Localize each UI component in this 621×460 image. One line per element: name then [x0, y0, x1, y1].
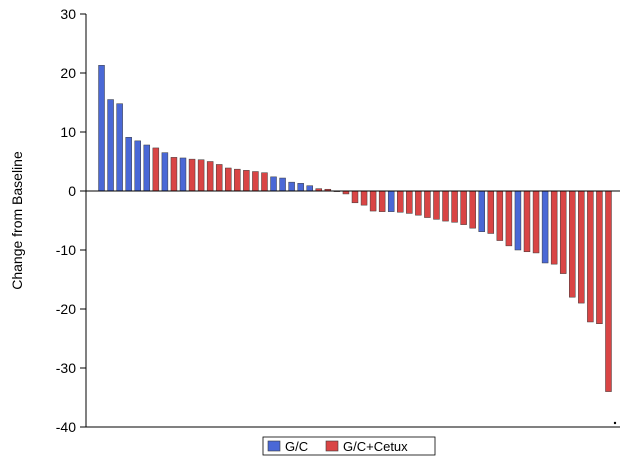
bar-gc-cetux: [360, 190, 368, 206]
corner-dot: [613, 421, 617, 425]
bar-gc-cetux: [215, 164, 223, 192]
bar-gc-cetux: [487, 190, 495, 234]
y-axis-ticks: 30 20 10 0 -10 -20 -30 -40: [56, 6, 86, 435]
legend-label-gc: G/C: [285, 439, 308, 454]
bar-gc: [279, 177, 286, 192]
bar-gc-cetux: [378, 190, 386, 212]
bar-gc-cetux: [415, 190, 422, 216]
bar-gc-cetux: [252, 171, 259, 192]
bar-gc: [143, 144, 151, 192]
bar-gc-cetux: [442, 190, 449, 222]
bar-gc-cetux: [596, 190, 603, 324]
y-tick-label: -40: [56, 419, 76, 435]
bars: [98, 65, 612, 392]
bar-gc: [98, 65, 105, 192]
bar-gc: [116, 103, 123, 192]
bar-gc: [541, 190, 549, 264]
bar-gc-cetux: [578, 190, 585, 304]
bar-gc-cetux: [559, 190, 567, 274]
y-tick-label: 0: [68, 183, 76, 199]
legend-label-gc-cetux: G/C+Cetux: [343, 439, 408, 454]
bar-gc-cetux: [369, 190, 377, 212]
bar-gc-cetux: [433, 190, 440, 220]
bar-gc-cetux: [206, 161, 214, 192]
bar-gc: [107, 99, 114, 192]
bar-gc-cetux: [496, 190, 504, 241]
bar-gc-cetux: [152, 147, 160, 192]
bar-gc: [306, 185, 313, 192]
bar-gc: [125, 137, 132, 192]
bar-gc: [179, 157, 187, 192]
bar-gc: [297, 183, 304, 192]
bar-gc-cetux: [170, 157, 178, 192]
y-tick-label: 20: [60, 65, 76, 81]
bar-gc-cetux: [451, 190, 458, 223]
axes: [85, 14, 620, 428]
bar-gc-cetux: [188, 158, 196, 192]
y-tick-label: 30: [60, 6, 76, 22]
bar-gc: [270, 176, 277, 192]
bar-gc-cetux: [261, 172, 268, 192]
bar-gc-cetux: [351, 190, 359, 204]
bar-gc-cetux: [532, 190, 540, 254]
y-tick-label: -10: [56, 242, 76, 258]
legend-swatch-gc: [267, 440, 281, 452]
y-axis-title: Change from Baseline: [9, 151, 25, 290]
bar-gc: [478, 190, 485, 232]
bar-gc-cetux: [234, 168, 241, 192]
y-tick-label: -20: [56, 301, 76, 317]
bar-gc-cetux: [424, 190, 431, 218]
legend: G/C G/C+Cetux: [262, 436, 436, 456]
y-tick-label: 10: [60, 124, 76, 140]
bar-gc-cetux: [605, 190, 612, 392]
bar-gc: [514, 190, 522, 251]
bar-gc-cetux: [460, 190, 467, 225]
bar-gc-cetux: [550, 190, 558, 265]
bar-gc: [134, 140, 141, 192]
bar-gc: [288, 181, 295, 192]
bar-gc-cetux: [569, 190, 576, 298]
bar-gc-cetux: [505, 190, 513, 247]
legend-swatch-gc-cetux: [325, 440, 339, 452]
y-tick-label: -30: [56, 360, 76, 376]
bar-gc-cetux: [406, 190, 413, 214]
legend-box: [262, 436, 436, 456]
bar-gc: [161, 152, 169, 192]
bar-gc: [387, 190, 395, 212]
bar-gc-cetux: [243, 170, 250, 192]
bar-gc-cetux: [587, 190, 594, 323]
bar-gc-cetux: [225, 167, 232, 192]
bar-gc-cetux: [197, 159, 205, 192]
bar-gc-cetux: [469, 190, 476, 229]
bar-gc-cetux: [397, 190, 404, 213]
bar-gc-cetux: [523, 190, 531, 253]
